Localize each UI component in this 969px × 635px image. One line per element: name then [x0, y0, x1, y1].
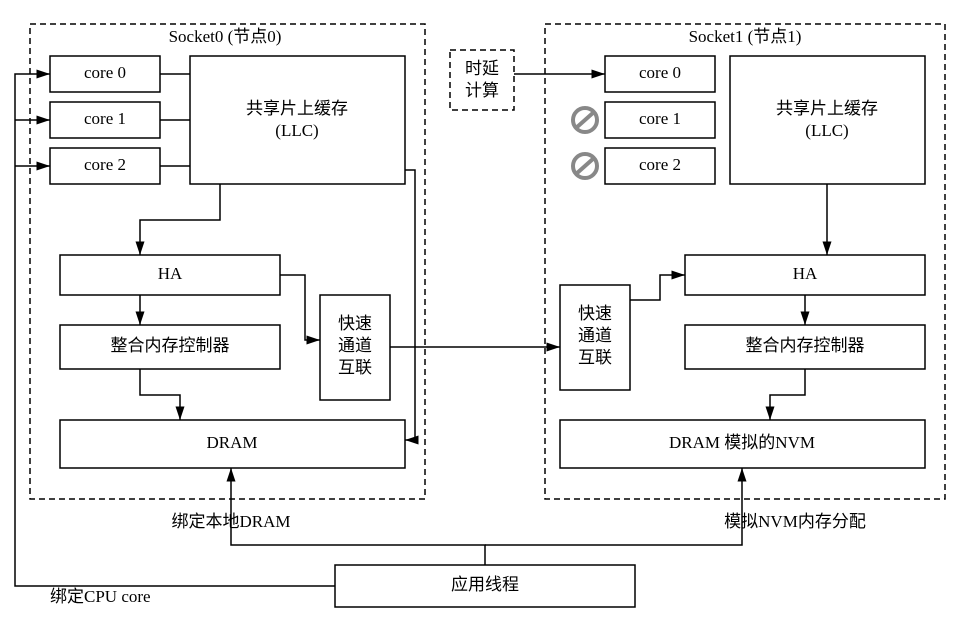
socket0-mc-label: 整合内存控制器: [111, 336, 230, 355]
socket1-ha-label: HA: [793, 264, 818, 283]
no-icon: [573, 154, 597, 178]
socket0-qpi-line1: 快速: [338, 314, 372, 333]
socket0-qpi-line3: 互联: [338, 358, 372, 377]
socket0-title: Socket0 (节点0): [169, 27, 282, 46]
sim-nvm-label: 模拟NVM内存分配: [724, 512, 866, 531]
socket0-llc-line1: 共享片上缓存: [246, 99, 348, 118]
socket0-qpi-line2: 通道: [338, 336, 372, 355]
architecture-diagram: Socket0 (节点0) core 0 core 1 core 2 共享片上缓…: [0, 0, 969, 635]
socket0-llc-line2: (LLC): [275, 121, 318, 140]
socket1-dram-label: DRAM 模拟的NVM: [669, 433, 815, 452]
conn-s1-qpi-ha: [630, 275, 685, 300]
socket1-qpi-line2: 通道: [578, 326, 612, 345]
conn-s0-llc-dram: [405, 170, 415, 440]
latency-line2: 计算: [465, 81, 499, 100]
socket1-llc-line2: (LLC): [805, 121, 848, 140]
latency-line1: 时延: [465, 59, 499, 78]
conn-s0-llc-ha: [140, 184, 220, 255]
bind-core-label: 绑定CPU core: [50, 587, 151, 606]
socket1-core0-label: core 0: [639, 63, 681, 82]
socket0-core0-label: core 0: [84, 63, 126, 82]
app-thread-label: 应用线程: [451, 575, 519, 594]
conn-app-sim-nvm: [485, 468, 742, 545]
socket0-core1-label: core 1: [84, 109, 126, 128]
socket0-dram-label: DRAM: [206, 433, 257, 452]
socket1-mc-label: 整合内存控制器: [746, 336, 865, 355]
conn-s0-ha-qpi: [280, 275, 320, 340]
socket1-core2-label: core 2: [639, 155, 681, 174]
conn-s0-mc-dram: [140, 369, 180, 420]
conn-s1-mc-dram: [770, 369, 805, 420]
socket1-qpi-line1: 快速: [578, 304, 612, 323]
no-icon: [573, 108, 597, 132]
socket0-core2-label: core 2: [84, 155, 126, 174]
socket1-llc-line1: 共享片上缓存: [776, 99, 878, 118]
socket1-title: Socket1 (节点1): [689, 27, 802, 46]
socket0-ha-label: HA: [158, 264, 183, 283]
socket1-qpi-line3: 互联: [578, 348, 612, 367]
socket1-core1-label: core 1: [639, 109, 681, 128]
